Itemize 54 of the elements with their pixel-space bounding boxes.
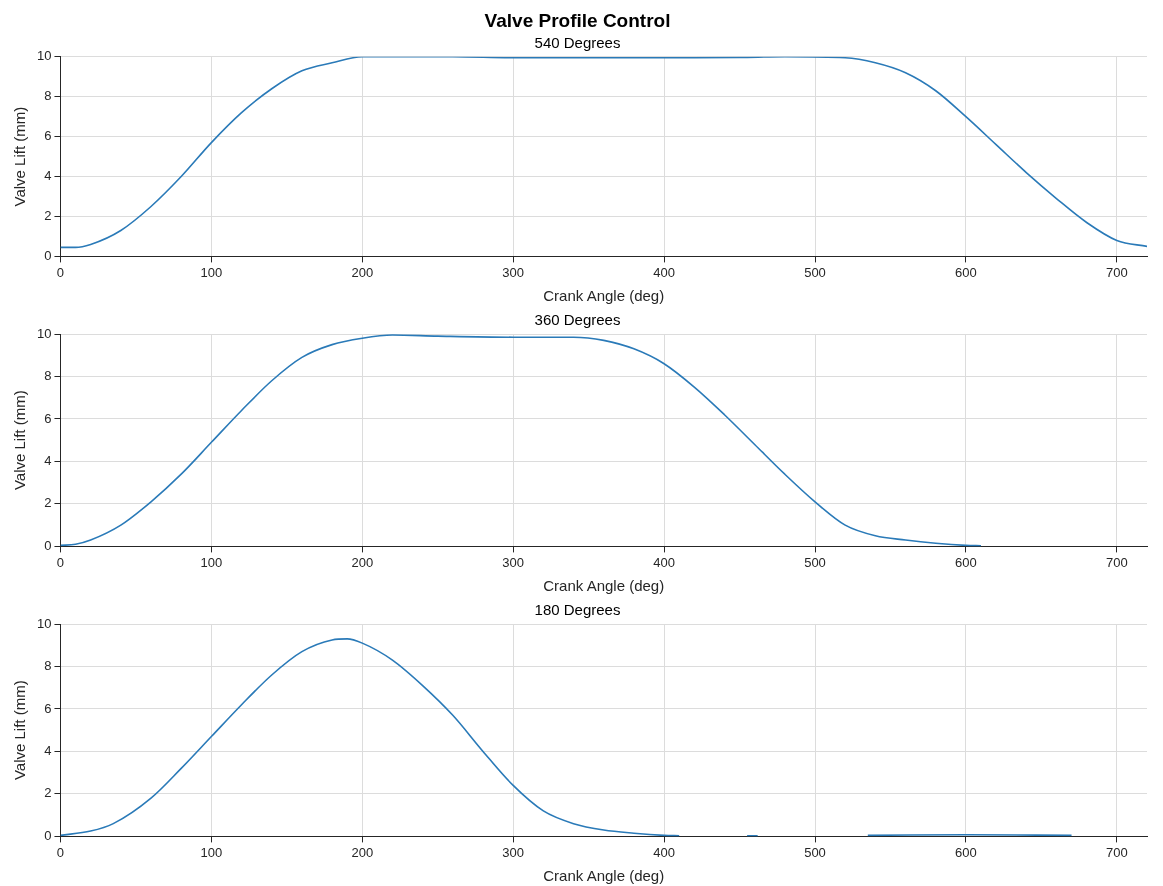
y-tick-label: 0 bbox=[44, 537, 52, 553]
x-tick-label: 400 bbox=[653, 844, 675, 860]
y-tick-label: 8 bbox=[44, 658, 52, 674]
line-series bbox=[60, 334, 982, 547]
y-tick-label: 2 bbox=[44, 495, 52, 511]
y-tick-label: 8 bbox=[44, 88, 52, 104]
x-tick-label: 500 bbox=[804, 264, 826, 280]
x-tick-label: 200 bbox=[351, 554, 374, 570]
x-tick-label: 400 bbox=[653, 264, 675, 280]
x-tick-label: 0 bbox=[56, 264, 65, 280]
y-tick-label: 0 bbox=[44, 827, 52, 843]
x-tick-label: 700 bbox=[1105, 264, 1128, 280]
x-tick-label: 0 bbox=[56, 554, 65, 570]
y-axis-title: Valve Lift (mm) bbox=[11, 106, 29, 207]
x-tick-label: 400 bbox=[653, 554, 675, 570]
y-axis-title: Valve Lift (mm) bbox=[11, 390, 29, 491]
y-tick-label: 10 bbox=[36, 615, 52, 631]
x-tick-label: 700 bbox=[1105, 844, 1128, 860]
y-tick-label: 4 bbox=[44, 743, 52, 759]
y-tick-label: 6 bbox=[44, 700, 52, 716]
x-tick-label: 300 bbox=[502, 844, 525, 860]
x-axis-title: Crank Angle (deg) bbox=[543, 577, 665, 595]
x-tick-label: 300 bbox=[502, 264, 525, 280]
x-tick-label: 200 bbox=[351, 844, 374, 860]
x-tick-label: 100 bbox=[200, 264, 223, 280]
x-tick-label: 500 bbox=[804, 844, 826, 860]
chart-title: 360 Degrees bbox=[534, 311, 621, 329]
y-tick-label: 4 bbox=[44, 453, 52, 469]
y-tick-label: 2 bbox=[44, 208, 52, 224]
x-tick-label: 300 bbox=[502, 554, 525, 570]
y-tick-label: 6 bbox=[44, 410, 52, 426]
x-tick-label: 500 bbox=[804, 554, 826, 570]
x-tick-label: 700 bbox=[1105, 554, 1128, 570]
x-tick-label: 100 bbox=[200, 554, 223, 570]
x-tick-label: 100 bbox=[200, 844, 223, 860]
y-tick-label: 4 bbox=[44, 168, 52, 184]
x-tick-label: 600 bbox=[955, 264, 977, 280]
x-axis-title: Crank Angle (deg) bbox=[543, 287, 665, 305]
chart-title: Valve Profile Control bbox=[484, 9, 671, 31]
y-tick-label: 0 bbox=[44, 247, 52, 263]
y-axis-title: Valve Lift (mm) bbox=[11, 680, 29, 781]
y-tick-label: 2 bbox=[44, 785, 52, 801]
line-series bbox=[60, 56, 1147, 249]
x-axis-title: Crank Angle (deg) bbox=[543, 867, 665, 885]
y-tick-label: 8 bbox=[44, 368, 52, 384]
chart-title: 180 Degrees bbox=[534, 601, 621, 619]
x-tick-label: 600 bbox=[955, 554, 977, 570]
y-tick-label: 10 bbox=[36, 325, 52, 341]
x-tick-label: 600 bbox=[955, 844, 977, 860]
x-tick-label: 200 bbox=[351, 264, 374, 280]
x-tick-label: 0 bbox=[56, 844, 65, 860]
chart-subtitle: 540 Degrees bbox=[534, 33, 621, 51]
y-tick-label: 10 bbox=[36, 48, 52, 64]
y-tick-label: 6 bbox=[44, 128, 52, 144]
